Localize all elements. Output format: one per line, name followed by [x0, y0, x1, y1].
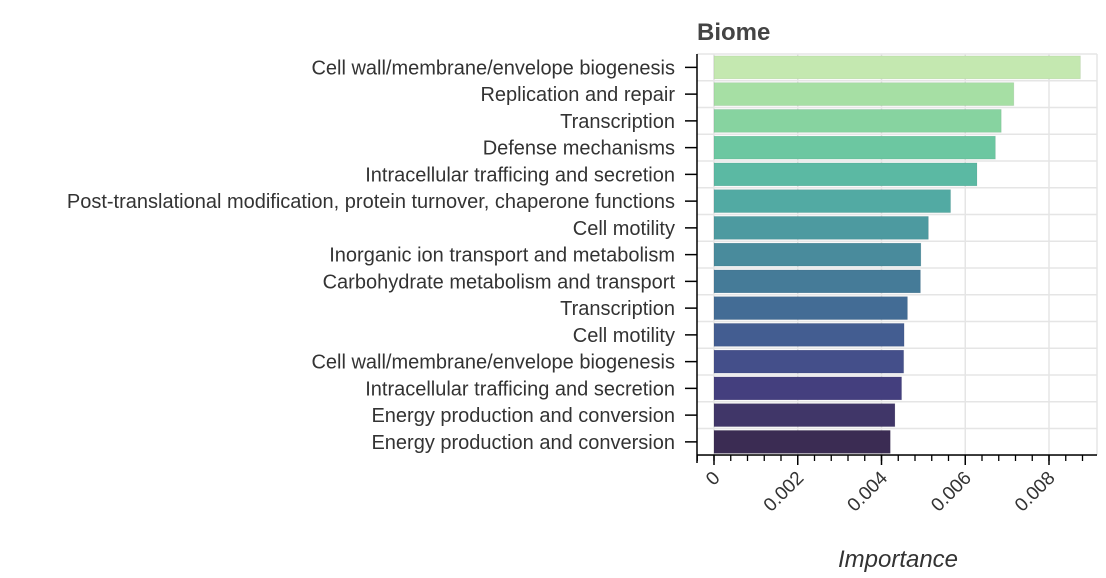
y-tick-label: Energy production and conversion	[371, 432, 675, 454]
x-tick-label: 0.002	[760, 468, 808, 516]
bar	[713, 135, 996, 160]
bar	[713, 242, 922, 267]
y-tick-label: Transcription	[560, 111, 675, 133]
x-tick-label: 0.008	[1011, 468, 1059, 516]
bars	[713, 55, 1081, 454]
y-tick-label: Cell wall/membrane/envelope biogenesis	[311, 57, 675, 79]
y-tick-label: Inorganic ion transport and metabolism	[329, 245, 675, 267]
bar	[713, 189, 952, 214]
y-tick-label: Cell motility	[573, 218, 675, 240]
bar	[713, 403, 896, 428]
y-tick-label: Intracellular trafficing and secretion	[365, 164, 675, 186]
y-tick-label: Cell wall/membrane/envelope biogenesis	[311, 352, 675, 374]
bar	[713, 269, 921, 294]
bar	[713, 55, 1081, 80]
bar	[713, 82, 1015, 107]
bar	[713, 215, 929, 240]
y-tick-label: Replication and repair	[480, 84, 675, 106]
bar	[713, 429, 891, 454]
bar	[713, 162, 978, 187]
bar	[713, 108, 1002, 133]
bar	[713, 376, 903, 401]
y-tick-label: Intracellular trafficing and secretion	[365, 378, 675, 400]
y-axis: Cell wall/membrane/envelope biogenesis Re…	[67, 54, 698, 463]
x-tick-label: 0	[702, 468, 724, 490]
y-tick-label: Transcription	[560, 298, 675, 320]
chart-title: Biome	[697, 19, 770, 46]
y-tick-label: Post-translational modification, protein…	[67, 191, 675, 213]
grid	[697, 53, 1098, 456]
y-tick-label: Cell motility	[573, 325, 675, 347]
y-tick-label: Defense mechanisms	[483, 138, 675, 160]
x-tick-label: 0.004	[844, 467, 893, 516]
x-axis-title: Importance	[838, 546, 958, 573]
bar	[713, 296, 908, 321]
x-tick-label: 0.006	[927, 468, 975, 516]
y-tick-label: Carbohydrate metabolism and transport	[323, 271, 676, 293]
bar	[713, 322, 905, 347]
bar	[713, 349, 905, 374]
x-axis: 0 0.002 0.004 0.006 0.008	[696, 454, 1097, 516]
y-tick-label: Energy production and conversion	[371, 405, 675, 427]
